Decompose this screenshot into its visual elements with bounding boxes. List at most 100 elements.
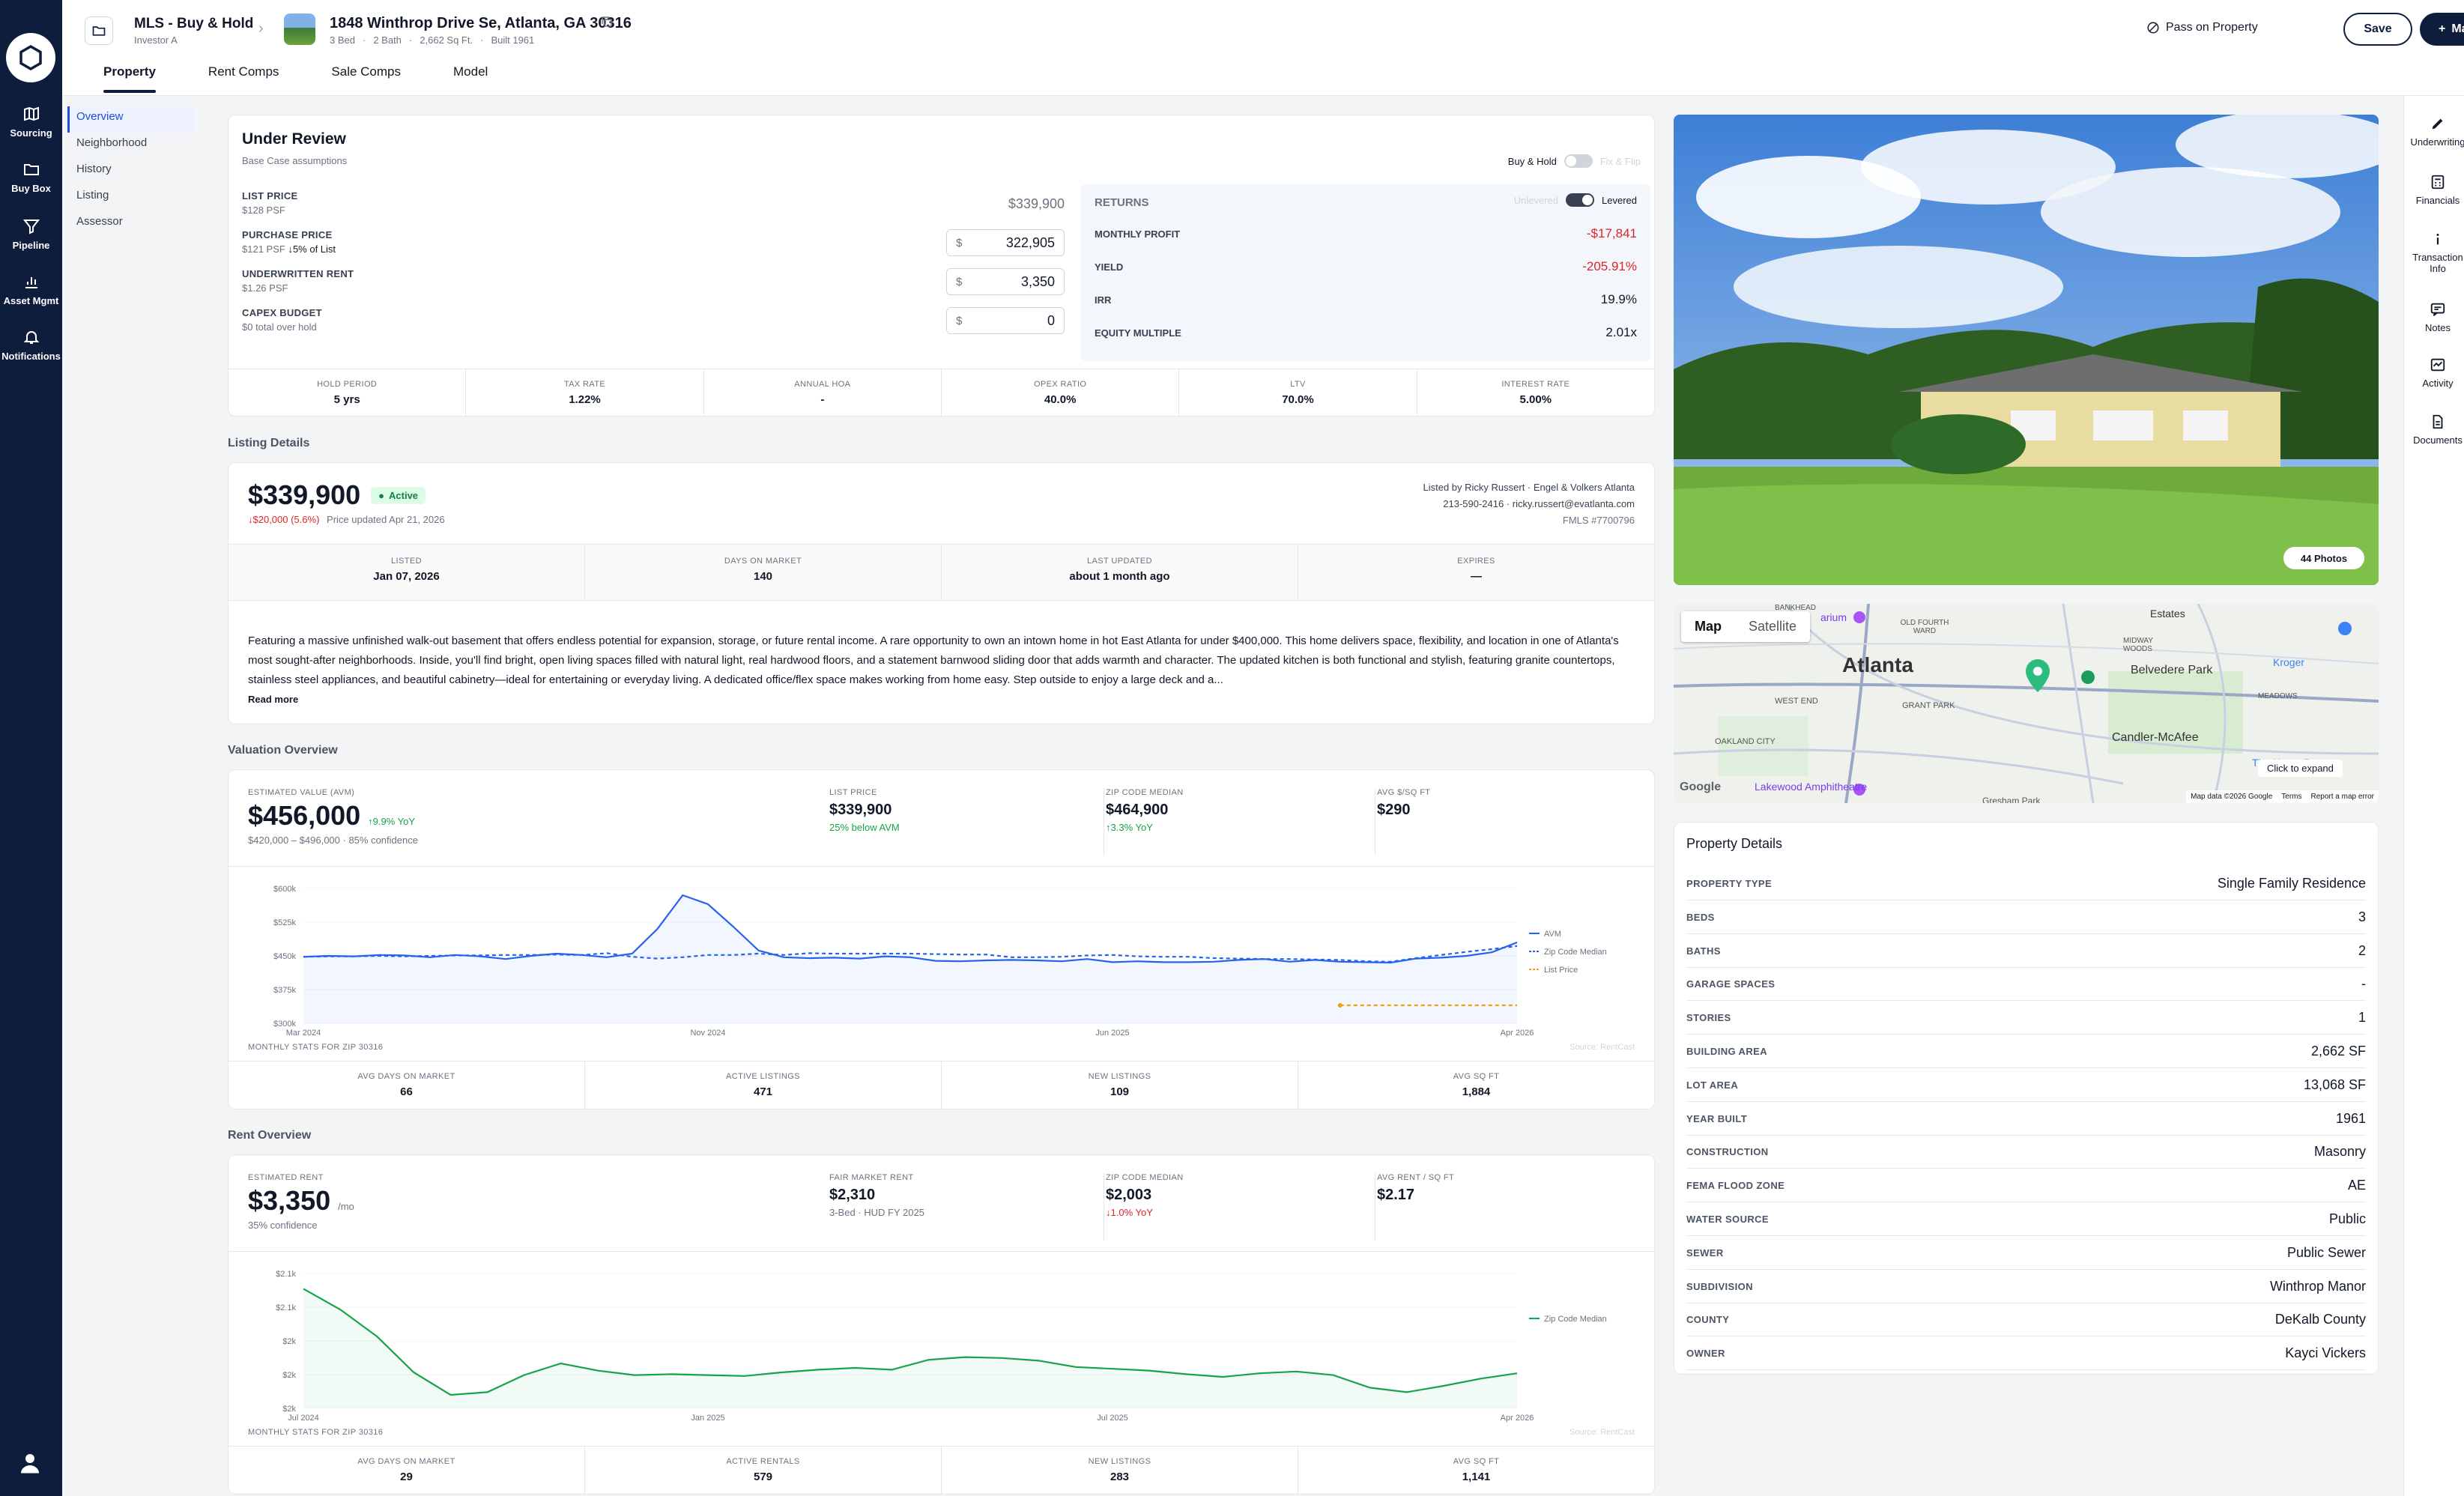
purchase-price-input[interactable]: $ 322,905 <box>946 229 1065 256</box>
action-transaction-info[interactable]: Transaction Info <box>2404 231 2464 274</box>
purchase-psf: $121 PSF <box>242 243 285 255</box>
stat-value: 66 <box>400 1085 413 1098</box>
zip-median-block: ZIP CODE MEDIAN $464,900 ↑3.3% YoY <box>1104 788 1184 855</box>
section-nav-neighborhood[interactable]: Neighborhood <box>76 136 148 149</box>
stat-annual-hoa[interactable]: ANNUAL HOA - <box>704 369 942 417</box>
copy-icon[interactable] <box>600 15 614 32</box>
rail-item-notifications[interactable]: Notifications <box>0 328 62 362</box>
rent-psf-label: AVG RENT / SQ FT <box>1377 1173 1455 1182</box>
list-price-note: 25% below AVM <box>829 822 900 833</box>
rent-section-title: Rent Overview <box>228 1129 312 1142</box>
map-data-text: Map data ©2026 Google <box>2191 793 2273 801</box>
location-map[interactable]: Map Satellite Atlanta Belvedere Park Can… <box>1674 604 2379 803</box>
tab-sale-comps[interactable]: Sale Comps <box>331 64 402 79</box>
under-review-subtitle: Base Case assumptions <box>242 155 348 166</box>
left-rail: Sourcing Buy Box Pipeline Asset Mgmt Not… <box>0 0 62 1496</box>
stat-label: AVG SQ FT <box>1453 1457 1500 1466</box>
bell-icon <box>23 331 39 344</box>
map-terms-link[interactable]: Terms <box>2281 793 2302 801</box>
property-summary: 3 Bed · 2 Bath · 2,662 Sq Ft. · Built 1961 <box>330 34 534 46</box>
make-offer-button[interactable]: + Make Offer <box>2420 13 2464 46</box>
detail-key: STORIES <box>1686 1012 1731 1024</box>
dot-separator: · <box>362 34 366 46</box>
section-nav-listing[interactable]: Listing <box>76 189 109 202</box>
rail-label: Buy Box <box>11 183 51 194</box>
user-menu[interactable] <box>16 1450 43 1480</box>
rail-item-asset-mgmt[interactable]: Asset Mgmt <box>0 273 62 306</box>
save-button[interactable]: Save <box>2343 13 2412 46</box>
strategy-switch[interactable] <box>1564 154 1593 168</box>
zip-median-yoy: ↑3.3% YoY <box>1104 822 1184 833</box>
rent-stat-new: NEW LISTINGS 283 <box>942 1447 1298 1494</box>
property-detail-row: BEDS 3 <box>1686 901 2366 934</box>
action-financials[interactable]: Financials <box>2404 174 2464 206</box>
property-photo[interactable] <box>1674 115 2379 585</box>
currency-symbol: $ <box>956 236 963 249</box>
map-type-toggle: Map Satellite <box>1681 611 1811 642</box>
tab-model[interactable]: Model <box>453 64 488 79</box>
section-nav-overview[interactable]: Overview <box>67 106 195 133</box>
capex-input[interactable]: $ 0 <box>946 307 1065 334</box>
action-label: Underwriting <box>2410 136 2464 148</box>
map-report-link[interactable]: Report a map error <box>2310 793 2374 801</box>
y-tick-label: $525k <box>273 918 296 927</box>
rent-card: ESTIMATED RENT $3,350 /mo 35% confidence… <box>228 1154 1655 1495</box>
purchase-price-label: PURCHASE PRICE <box>242 229 333 240</box>
status-badge: ● Active <box>371 486 426 504</box>
tab-rent-comps[interactable]: Rent Comps <box>208 64 279 79</box>
app-logo[interactable] <box>6 33 55 82</box>
detail-value: 2,662 SF <box>2310 1044 2366 1059</box>
stat-label: LISTED <box>391 557 422 566</box>
legend-label: AVM <box>1544 930 1561 939</box>
pass-button[interactable]: Pass on Property <box>2146 21 2258 34</box>
rent-psf-block: AVG RENT / SQ FT $2.17 <box>1375 1173 1454 1241</box>
rail-item-pipeline[interactable]: Pipeline <box>0 217 62 251</box>
detail-key: BEDS <box>1686 911 1715 923</box>
strategy-toggle[interactable]: Buy & Hold Fix & Flip <box>1508 154 1641 168</box>
x-tick-label: Apr 2026 <box>1501 1414 1534 1423</box>
leverage-switch[interactable] <box>1566 193 1595 207</box>
folder-button[interactable] <box>85 16 113 45</box>
list-price-label: LIST PRICE <box>242 190 298 202</box>
stat-opex-ratio[interactable]: OPEX RATIO 40.0% <box>942 369 1180 417</box>
agent-contact[interactable]: 213-590-2416 · ricky.russert@evatlanta.c… <box>1443 498 1635 509</box>
leverage-toggle[interactable]: Unlevered Levered <box>1514 193 1637 207</box>
built-text: Built 1961 <box>491 34 535 46</box>
stat-hold-period[interactable]: HOLD PERIOD 5 yrs <box>228 369 467 417</box>
breadcrumb-subtitle: Investor A <box>134 34 178 46</box>
map-tab[interactable]: Map <box>1695 619 1722 634</box>
stat-value: 40.0% <box>1044 393 1077 406</box>
click-to-expand[interactable]: Click to expand <box>2258 760 2343 777</box>
tab-property[interactable]: Property <box>103 57 156 93</box>
stat-tax-rate[interactable]: TAX RATE 1.22% <box>466 369 704 417</box>
listing-stats: LISTED Jan 07, 2026 DAYS ON MARKET 140 LAS… <box>228 544 1654 601</box>
detail-value: AE <box>2347 1178 2366 1193</box>
stat-label: ACTIVE RENTALS <box>726 1457 800 1466</box>
stat-interest-rate[interactable]: INTEREST RATE 5.00% <box>1417 369 1654 417</box>
rail-item-sourcing[interactable]: Sourcing <box>0 105 62 139</box>
monthly-stats-label: MONTHLY STATS FOR ZIP 30316 <box>248 1043 384 1052</box>
stat-ltv[interactable]: LTV 70.0% <box>1179 369 1417 417</box>
property-address: 1848 Winthrop Drive Se, Atlanta, GA 3031… <box>330 15 632 31</box>
status-dot-icon: ● <box>378 489 385 501</box>
action-notes[interactable]: Notes <box>2404 301 2464 333</box>
action-activity[interactable]: Activity <box>2404 357 2464 389</box>
rail-item-buy-box[interactable]: Buy Box <box>0 160 62 194</box>
action-underwriting[interactable]: Underwriting <box>2404 115 2464 148</box>
zip-median-label: ZIP CODE MEDIAN <box>1106 788 1184 797</box>
y-tick-label: $2.1k <box>276 1303 296 1312</box>
breadcrumb-title[interactable]: MLS - Buy & Hold <box>134 16 254 31</box>
stat-label: OPEX RATIO <box>1033 380 1087 389</box>
read-more-link[interactable]: Read more <box>248 694 299 705</box>
rent-input[interactable]: $ 3,350 <box>946 268 1065 295</box>
agent-info: Listed by Ricky Russert · Engel & Volker… <box>1423 479 1635 529</box>
est-rent-label: ESTIMATED RENT <box>248 1173 324 1182</box>
action-documents[interactable]: Documents <box>2404 414 2464 446</box>
section-nav-assessor[interactable]: Assessor <box>76 215 123 228</box>
section-nav-history[interactable]: History <box>76 163 112 175</box>
satellite-tab[interactable]: Satellite <box>1749 619 1797 634</box>
photos-count-button[interactable]: 44 Photos <box>2283 547 2364 569</box>
action-label: Transaction Info <box>2412 252 2463 274</box>
rail-label: Pipeline <box>12 240 50 251</box>
